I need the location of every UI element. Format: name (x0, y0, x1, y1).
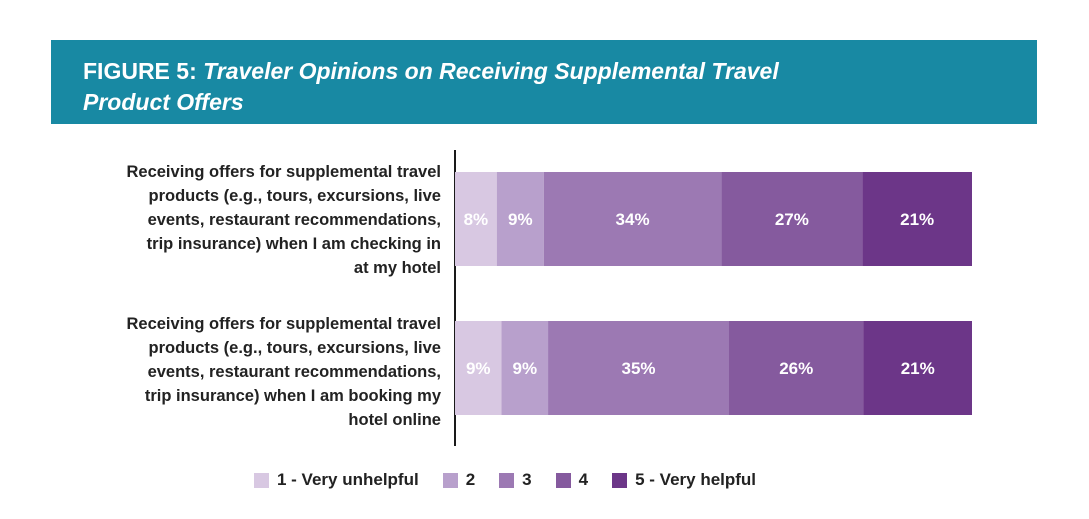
legend-item: 4 (555, 470, 589, 490)
category-label-line: hotel online (348, 411, 441, 429)
data-label: 9% (466, 359, 491, 378)
data-label: 9% (508, 210, 533, 229)
bar-segment (863, 321, 972, 415)
legend-label: 3 (522, 470, 532, 489)
category-label-line: Receiving offers for supplemental travel (126, 315, 441, 333)
bar-segment (496, 172, 544, 266)
legend-label: 2 (465, 470, 476, 489)
data-label: 35% (622, 359, 656, 378)
legend-swatch (254, 472, 269, 488)
figure-title-line2: Product Offers (83, 89, 244, 115)
category-label-line: Receiving offers for supplemental travel (126, 163, 441, 181)
category-label-line: products (e.g., tours, excursions, live (148, 339, 442, 357)
figure-label: FIGURE 5: (83, 58, 197, 84)
legend-swatch (555, 472, 571, 488)
legend-item: 5 - Very helpful (612, 470, 756, 490)
legend-swatch (442, 472, 458, 488)
legend-label: 1 - Very unhelpful (277, 470, 419, 489)
figure-title-line1: Traveler Opinions on Receiving Supplemen… (203, 58, 779, 84)
category-label-line: events, restaurant recommendations, (147, 363, 441, 381)
category-label-line: trip insurance) when I am checking in (146, 235, 441, 253)
category-label-line: at my hotel (353, 259, 441, 277)
data-label: 21% (900, 210, 934, 229)
data-label: 26% (779, 359, 813, 378)
data-label: 9% (513, 359, 538, 378)
bar-segment (721, 172, 863, 266)
category-label: Receiving offers for supplemental travel… (61, 160, 441, 280)
category-label: Receiving offers for supplemental travel… (61, 312, 441, 432)
data-label: 27% (775, 210, 809, 229)
bar-segment (455, 321, 502, 415)
legend-label: 4 (578, 470, 589, 489)
category-label-line: products (e.g., tours, excursions, live (148, 187, 442, 205)
bar-segment (543, 172, 722, 266)
data-label: 8% (464, 210, 489, 229)
legend-swatch (612, 472, 628, 488)
data-label: 21% (901, 359, 935, 378)
bar-segment (729, 321, 864, 415)
legend-label: 5 - Very helpful (635, 470, 757, 489)
category-label-line: trip insurance) when I am booking my (144, 387, 441, 405)
figure-banner: FIGURE 5: Traveler Opinions on Receiving… (51, 40, 1037, 124)
chart-legend: 1 - Very unhelpful 2 3 4 5 - Very helpful (254, 470, 780, 490)
category-label-line: events, restaurant recommendations, (147, 211, 441, 229)
legend-item: 2 (442, 470, 476, 490)
legend-swatch (499, 472, 515, 488)
bar-segment (501, 321, 549, 415)
data-label: 34% (616, 210, 650, 229)
legend-item: 3 (499, 470, 532, 490)
bar-segment (548, 321, 730, 415)
bar-segment (862, 172, 972, 266)
bar-segment (455, 172, 497, 266)
legend-item: 1 - Very unhelpful (254, 470, 419, 490)
